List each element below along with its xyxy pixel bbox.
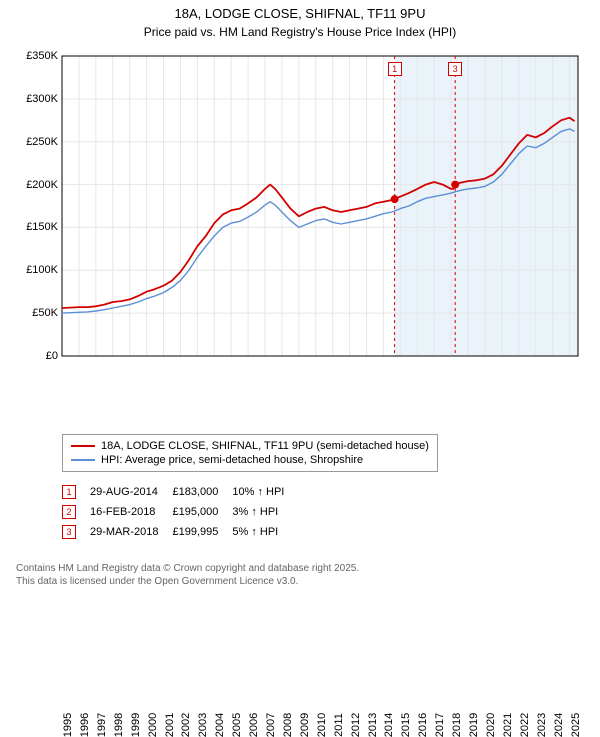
y-axis-tick-label: £100K [8, 264, 58, 276]
y-axis-tick-label: £50K [8, 307, 58, 319]
x-axis-tick-label: 2020 [485, 713, 497, 737]
y-axis-tick-label: £150K [8, 221, 58, 233]
y-axis-tick-label: £300K [8, 93, 58, 105]
line-chart [14, 52, 580, 382]
x-axis-tick-label: 2022 [519, 713, 531, 737]
x-axis-tick-label: 2019 [468, 713, 480, 737]
chart-sale-marker: 3 [448, 62, 462, 76]
x-axis-tick-label: 2003 [197, 713, 209, 737]
legend-item: 18A, LODGE CLOSE, SHIFNAL, TF11 9PU (sem… [71, 439, 429, 453]
chart-title: 18A, LODGE CLOSE, SHIFNAL, TF11 9PU [0, 6, 600, 23]
sales-list: 1 29-AUG-2014 £183,000 10% ↑ HPI 2 16-FE… [62, 482, 586, 542]
x-axis-tick-label: 2018 [451, 713, 463, 737]
footer-line: This data is licensed under the Open Gov… [16, 575, 359, 588]
sale-delta: 3% ↑ HPI [232, 502, 298, 522]
sale-price: £183,000 [172, 482, 232, 502]
x-axis-tick-label: 2007 [265, 713, 277, 737]
x-axis-tick-label: 2009 [299, 713, 311, 737]
x-axis-tick-label: 2004 [214, 713, 226, 737]
chart-container: £0£50K£100K£150K£200K£250K£300K£350K 199… [14, 52, 580, 387]
sale-date: 29-AUG-2014 [90, 482, 172, 502]
sale-date: 16-FEB-2018 [90, 502, 172, 522]
sale-marker-icon: 1 [62, 485, 76, 499]
legend-label: 18A, LODGE CLOSE, SHIFNAL, TF11 9PU (sem… [101, 440, 429, 452]
x-axis-tick-label: 2014 [383, 713, 395, 737]
x-axis-tick-label: 2024 [553, 713, 565, 737]
sale-row: 3 29-MAR-2018 £199,995 5% ↑ HPI [62, 522, 298, 542]
x-axis-tick-label: 2015 [400, 713, 412, 737]
y-axis-tick-label: £200K [8, 179, 58, 191]
license-footer: Contains HM Land Registry data © Crown c… [16, 562, 359, 588]
x-axis-tick-label: 2000 [147, 713, 159, 737]
x-axis-tick-label: 1996 [79, 713, 91, 737]
y-axis-tick-label: £0 [8, 350, 58, 362]
x-axis-tick-label: 2006 [248, 713, 260, 737]
x-axis-tick-label: 2025 [570, 713, 582, 737]
x-axis-tick-label: 2023 [536, 713, 548, 737]
x-axis-tick-label: 1995 [62, 713, 74, 737]
sale-delta: 5% ↑ HPI [232, 522, 298, 542]
sale-row: 1 29-AUG-2014 £183,000 10% ↑ HPI [62, 482, 298, 502]
x-axis-tick-label: 2021 [502, 713, 514, 737]
legend: 18A, LODGE CLOSE, SHIFNAL, TF11 9PU (sem… [62, 434, 438, 472]
legend-label: HPI: Average price, semi-detached house,… [101, 454, 363, 466]
sale-date: 29-MAR-2018 [90, 522, 172, 542]
x-axis-tick-label: 2013 [367, 713, 379, 737]
x-axis-tick-label: 2010 [316, 713, 328, 737]
y-axis-tick-label: £250K [8, 136, 58, 148]
legend-swatch [71, 445, 95, 447]
x-axis-tick-label: 2005 [231, 713, 243, 737]
sale-marker-icon: 2 [62, 505, 76, 519]
footer-line: Contains HM Land Registry data © Crown c… [16, 562, 359, 575]
x-axis-tick-label: 1998 [113, 713, 125, 737]
x-axis-tick-label: 2001 [164, 713, 176, 737]
chart-sale-marker: 1 [388, 62, 402, 76]
x-axis-tick-label: 1999 [130, 713, 142, 737]
sale-row: 2 16-FEB-2018 £195,000 3% ↑ HPI [62, 502, 298, 522]
x-axis-tick-label: 1997 [96, 713, 108, 737]
legend-item: HPI: Average price, semi-detached house,… [71, 453, 429, 467]
x-axis-tick-label: 2012 [350, 713, 362, 737]
sale-delta: 10% ↑ HPI [232, 482, 298, 502]
chart-subtitle: Price paid vs. HM Land Registry's House … [0, 25, 600, 39]
y-axis-tick-label: £350K [8, 50, 58, 62]
x-axis-tick-label: 2016 [417, 713, 429, 737]
x-axis-tick-label: 2017 [434, 713, 446, 737]
x-axis-tick-label: 2002 [180, 713, 192, 737]
sale-price: £195,000 [172, 502, 232, 522]
legend-swatch [71, 459, 95, 461]
x-axis-tick-label: 2008 [282, 713, 294, 737]
x-axis-tick-label: 2011 [333, 713, 345, 737]
sale-price: £199,995 [172, 522, 232, 542]
sale-marker-icon: 3 [62, 525, 76, 539]
